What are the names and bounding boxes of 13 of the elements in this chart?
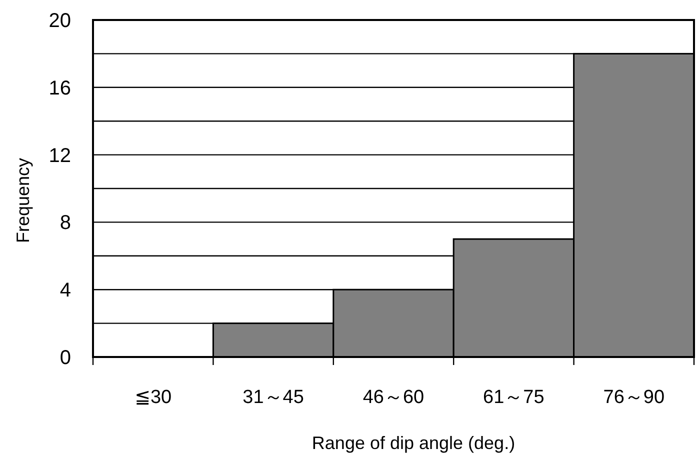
x-tick-label: ≦30 — [134, 387, 172, 408]
y-tick-label: 16 — [48, 77, 71, 100]
x-axis-title: Range of dip angle (deg.) — [312, 433, 516, 453]
y-tick-label: 8 — [60, 212, 71, 234]
y-tick-label: 4 — [60, 280, 71, 302]
y-tick-label: 20 — [48, 10, 71, 32]
x-tick-label: 46～60 — [362, 387, 424, 408]
x-tick-label: 31～45 — [242, 387, 304, 408]
x-tick-label: 61～75 — [483, 387, 544, 408]
y-axis-title: Frequency — [13, 158, 33, 244]
y-tick-label: 0 — [60, 347, 71, 369]
y-tick-label: 12 — [48, 144, 71, 167]
x-tick-label: 76～90 — [603, 387, 665, 408]
